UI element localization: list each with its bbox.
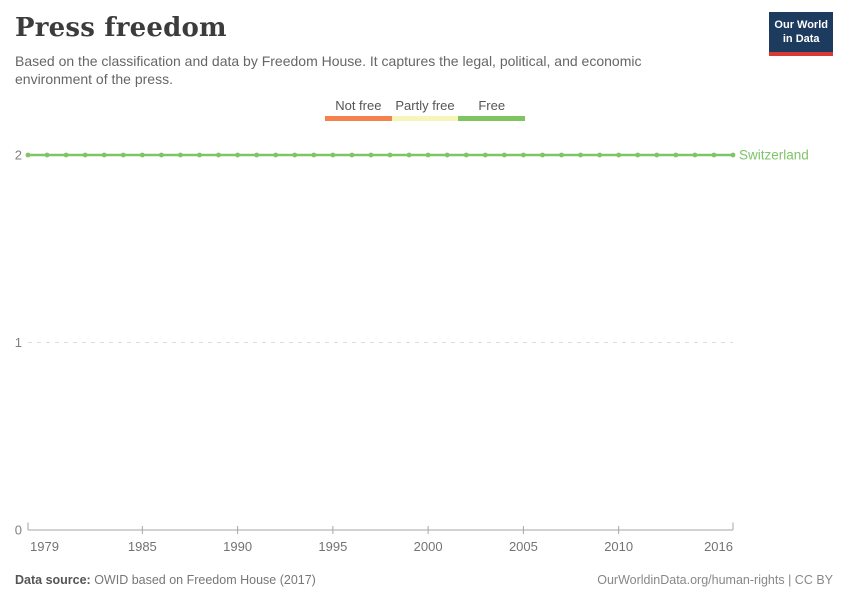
x-tick-label: 2016: [704, 539, 733, 554]
data-point: [292, 152, 298, 158]
data-point: [501, 152, 507, 158]
data-point: [349, 152, 355, 158]
data-point: [730, 152, 736, 158]
x-axis: 1979 1985 1990 1995 2000 2005 2010 2016: [27, 522, 734, 554]
legend-swatch: [325, 116, 392, 121]
x-tick-label: 2000: [414, 539, 443, 554]
series-switzerland: Switzerland: [25, 148, 809, 163]
legend-label: Free: [478, 98, 506, 113]
legend-item-free[interactable]: Free: [458, 98, 526, 121]
data-point: [254, 152, 260, 158]
legend-item-not-free[interactable]: Not free: [325, 98, 392, 121]
data-point: [197, 152, 202, 158]
data-point: [368, 152, 374, 158]
x-tick-label: 1985: [128, 539, 157, 554]
data-point: [463, 152, 469, 158]
x-tick-label: 1990: [223, 539, 252, 554]
legend-swatch: [458, 116, 526, 121]
y-tick-label: 2: [15, 148, 22, 163]
data-point: [692, 152, 698, 158]
credit-link[interactable]: OurWorldinData.org/human-rights | CC BY: [597, 573, 833, 587]
data-source-text: OWID based on Freedom House (2017): [90, 573, 316, 587]
data-point: [330, 152, 336, 158]
data-point: [63, 152, 69, 158]
data-source-label: Data source:: [15, 573, 91, 587]
data-point: [82, 152, 88, 158]
page-title: Press freedom: [15, 13, 227, 43]
data-point: [635, 152, 641, 158]
data-point: [559, 152, 564, 158]
chart-subtitle: Based on the classification and data by …: [15, 53, 642, 88]
data-point: [616, 152, 622, 158]
legend-label: Not free: [335, 98, 382, 113]
data-point: [216, 152, 221, 158]
legend-label: Partly free: [395, 98, 455, 113]
owid-logo-line2: in Data: [782, 33, 820, 46]
x-tick-label: 2005: [509, 539, 538, 554]
data-point: [425, 152, 431, 158]
legend-swatch: [391, 116, 459, 121]
data-point: [578, 152, 583, 158]
data-point: [44, 152, 50, 158]
data-point: [521, 152, 526, 158]
data-point: [235, 152, 240, 158]
data-point: [387, 152, 393, 158]
data-point: [139, 152, 145, 158]
data-point: [273, 152, 279, 158]
owid-logo-line1: Our World: [774, 19, 828, 31]
color-scale-legend: Not free Partly free Free: [325, 98, 526, 121]
y-axis-labels: 0 1 2: [15, 148, 22, 538]
legend-item-partly-free[interactable]: Partly free: [391, 98, 459, 121]
data-point: [482, 152, 488, 158]
data-point: [406, 152, 412, 158]
data-point: [673, 152, 679, 158]
data-source: Data source: OWID based on Freedom House…: [15, 573, 316, 587]
data-point: [120, 152, 126, 158]
y-tick-label: 1: [15, 335, 22, 350]
data-point: [597, 152, 603, 158]
data-point: [25, 152, 31, 158]
gridlines: [28, 154, 733, 343]
entity-label[interactable]: Switzerland: [739, 148, 809, 163]
data-point: [101, 152, 107, 158]
x-tick-label: 2010: [604, 539, 633, 554]
data-point: [158, 152, 164, 158]
x-tick-label: 1979: [30, 539, 59, 554]
data-point: [711, 152, 717, 158]
data-point: [178, 152, 183, 158]
data-point: [540, 152, 545, 158]
data-point: [444, 152, 450, 158]
chart-footer: Data source: OWID based on Freedom House…: [15, 573, 833, 587]
data-point: [654, 152, 660, 158]
x-tick-label: 1995: [318, 539, 347, 554]
owid-logo[interactable]: Our World in Data: [769, 12, 833, 56]
data-point: [311, 152, 317, 158]
y-tick-label: 0: [15, 523, 22, 538]
